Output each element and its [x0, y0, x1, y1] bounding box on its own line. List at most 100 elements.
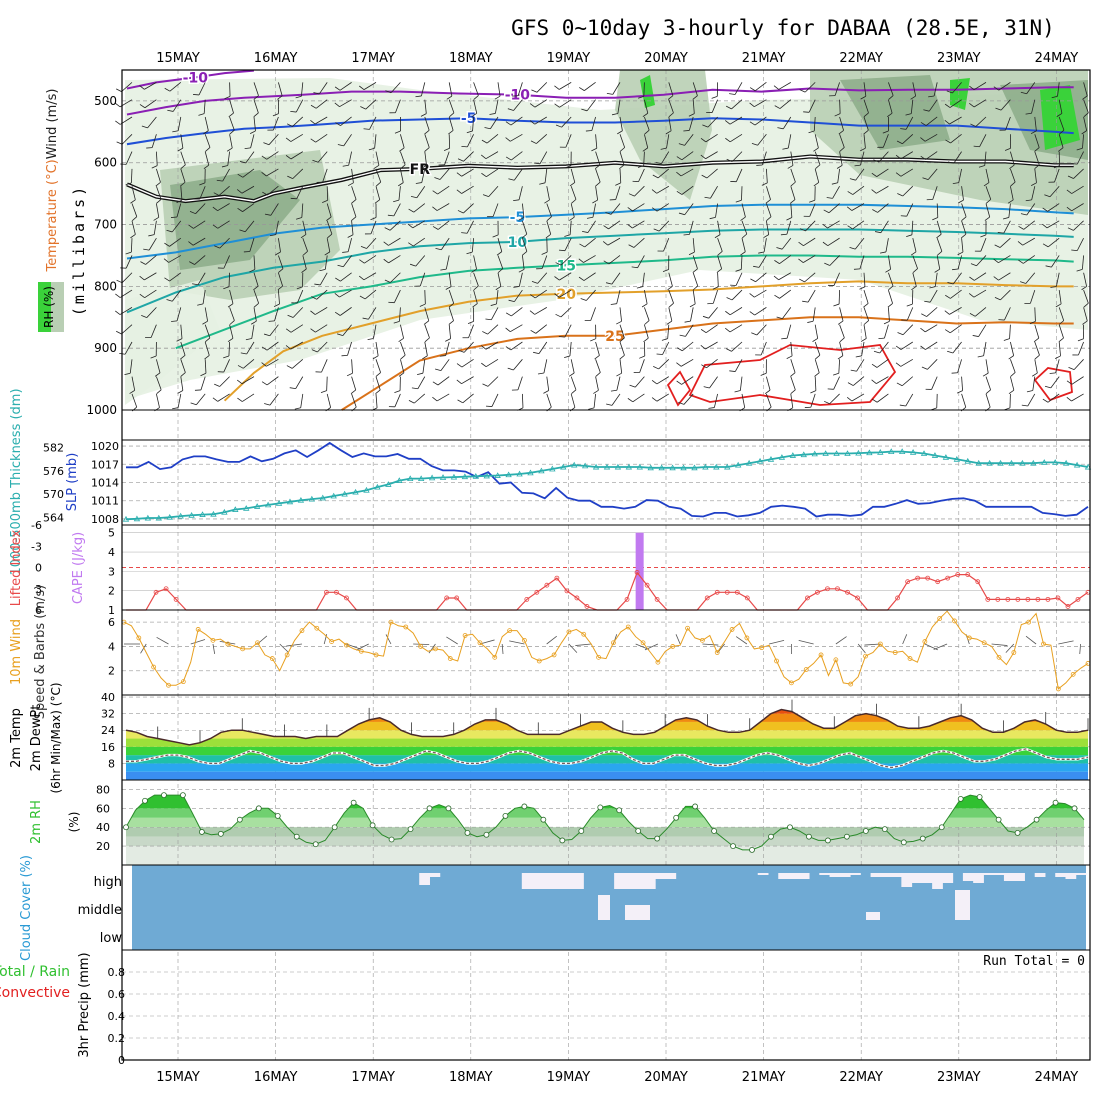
- thickness-marker: [385, 481, 392, 487]
- wind-barb: [351, 220, 354, 235]
- wind-barb-flag: [362, 317, 369, 320]
- wind-barb-flag: [555, 262, 562, 266]
- wind-barb-flag: [385, 90, 392, 94]
- wind-barb-flag: [337, 333, 343, 336]
- wind-barb: [419, 272, 426, 287]
- wind-barb-flag: [725, 120, 731, 125]
- wind-barb: [290, 151, 304, 160]
- wind-barb-flag: [610, 303, 617, 305]
- wind-barb: [927, 168, 938, 180]
- wind-barb: [326, 203, 332, 218]
- wind-barb: [929, 289, 938, 303]
- wind-barb-flag: [1021, 404, 1028, 407]
- wind-barb-flag: [725, 137, 731, 143]
- wind-barb: [363, 272, 377, 281]
- wind-barb-flag: [164, 87, 171, 92]
- wind-barb-flag: [496, 251, 503, 256]
- wind10-barb: [257, 635, 268, 645]
- temp-band: [126, 755, 1088, 764]
- wind-barb-flag: [704, 196, 711, 199]
- wind-barb-flag: [125, 182, 132, 186]
- slp-tick-label: 1017: [91, 458, 119, 471]
- wind-barb-flag: [227, 303, 234, 308]
- wind-barb: [814, 341, 821, 356]
- wind-barb-flag: [188, 224, 194, 229]
- precip-tick-label: 0.6: [108, 988, 126, 1001]
- slp-tick-label: 1008: [91, 513, 119, 526]
- wind-barb-flag: [678, 212, 685, 216]
- wind-barb: [778, 272, 792, 281]
- wind-barb: [172, 99, 182, 112]
- rh2m-marker: [331, 824, 338, 831]
- wind-barb-flag: [983, 182, 990, 187]
- wind-barb-flag: [383, 241, 389, 246]
- wind-barb-flag: [726, 158, 733, 162]
- wind-barb-flag: [558, 249, 566, 252]
- wind-barb: [656, 185, 670, 194]
- wind-barb: [637, 255, 645, 268]
- wind-barb: [131, 220, 136, 235]
- wind-barb: [1031, 99, 1036, 114]
- cape-tick-label: 3: [108, 565, 115, 578]
- wind-barb: [373, 324, 377, 339]
- wind-barb: [839, 134, 845, 148]
- wind-barb-flag: [735, 269, 742, 272]
- wind-barb: [488, 185, 499, 197]
- wind-barb: [400, 324, 404, 339]
- wind-barb-flag: [906, 303, 913, 307]
- wind-barb: [266, 376, 279, 386]
- wind-barb-flag: [742, 233, 748, 239]
- date-label-top: 24MAY: [1035, 51, 1079, 66]
- wind-barb: [952, 272, 962, 285]
- wind-barb: [121, 82, 133, 92]
- wind-barb-flag: [883, 320, 890, 325]
- wind-barb: [619, 116, 623, 131]
- wind-barb-flag: [1018, 225, 1024, 230]
- wind-barb: [1055, 359, 1060, 373]
- wind-barb: [278, 255, 284, 269]
- temp-band: [126, 730, 1088, 739]
- wind-barb-flag: [571, 199, 577, 204]
- wind-barb-flag: [644, 129, 650, 135]
- isotherm-label: -5: [510, 210, 526, 226]
- wind-barb-flag: [993, 86, 1000, 91]
- wind-barb: [885, 238, 889, 253]
- wind-barb-flag: [929, 286, 936, 289]
- wind-barb-flag: [847, 191, 853, 195]
- chart-title: GFS 0~10day 3-hourly for DABAA (28.5E, 3…: [511, 16, 1055, 40]
- wind-barb: [863, 324, 867, 339]
- wind-barb-flag: [1020, 281, 1026, 284]
- wind-barb-flag: [554, 103, 560, 108]
- wind-barb-flag: [363, 128, 370, 130]
- wind-barb-flag: [616, 320, 622, 325]
- wind-barb-flag: [319, 268, 326, 272]
- wind-barb-flag: [924, 300, 931, 303]
- rh2m-marker: [957, 795, 964, 802]
- wind10-barb: [864, 643, 881, 646]
- wind-barb-flag: [628, 244, 635, 248]
- wind-barb-flag: [286, 123, 293, 127]
- wind-barb: [198, 82, 206, 96]
- wind-barb: [177, 393, 182, 408]
- wind-barb: [559, 272, 572, 281]
- lifted-index-marker: [654, 596, 660, 602]
- wind-barb-flag: [130, 199, 136, 204]
- wind-barb: [882, 134, 889, 148]
- wind-barb-flag: [237, 397, 243, 402]
- wind-barb: [348, 151, 352, 166]
- wind-barb-flag: [1034, 147, 1040, 152]
- rh-shading: [125, 280, 220, 405]
- wind-barb: [399, 307, 401, 322]
- cloud-gap-middle: [625, 905, 650, 920]
- wind-barb-flag: [766, 216, 772, 221]
- wind10-marker: [136, 635, 142, 641]
- wind-barb-flag: [226, 147, 233, 152]
- wind-barb: [692, 99, 695, 114]
- wind-barb: [754, 289, 767, 298]
- wind-barb-flag: [334, 311, 341, 316]
- wind-barb: [513, 168, 523, 181]
- wind-barb-flag: [172, 407, 179, 410]
- wind-barb: [473, 272, 479, 287]
- wind-barb-flag: [850, 369, 857, 372]
- wind-barb-flag: [944, 310, 950, 315]
